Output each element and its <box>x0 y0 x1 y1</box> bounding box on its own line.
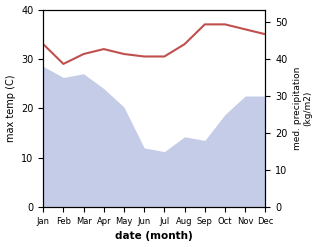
Y-axis label: max temp (C): max temp (C) <box>5 75 16 142</box>
X-axis label: date (month): date (month) <box>115 231 193 242</box>
Y-axis label: med. precipitation
(kg/m2): med. precipitation (kg/m2) <box>293 67 313 150</box>
